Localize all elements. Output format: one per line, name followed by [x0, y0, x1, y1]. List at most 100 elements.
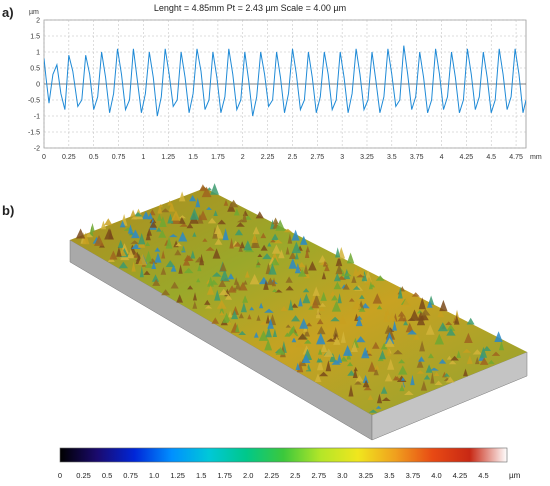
x-tick-label: 4.25	[460, 154, 474, 161]
surface-peak	[219, 310, 224, 316]
surface-peak	[186, 223, 194, 229]
surface-peak	[297, 333, 308, 340]
surface-peak	[240, 302, 247, 313]
surface-peak	[479, 346, 488, 358]
surface-peak	[407, 329, 418, 335]
surface-peak	[183, 267, 194, 274]
surface-peak	[479, 357, 489, 365]
surface-peak	[353, 366, 358, 372]
surface-peak	[260, 244, 268, 251]
surface-peak	[381, 397, 391, 401]
surface-peak	[196, 278, 201, 283]
surface-peak	[352, 266, 359, 276]
surface-peak	[306, 322, 313, 327]
surface-peak	[206, 187, 213, 191]
surface-peak	[446, 324, 456, 331]
colorbar-tick-label: 0.5	[102, 471, 112, 480]
surface-peak	[214, 289, 221, 301]
surface-peak	[416, 310, 423, 314]
surface-peak	[342, 283, 350, 290]
surface-peak	[400, 377, 406, 381]
y-tick-label: 0.5	[30, 66, 40, 73]
surface-peak	[89, 226, 94, 237]
colorbar-tick-label: 1.0	[149, 471, 159, 480]
surface-peak	[325, 360, 332, 372]
surface-peak	[181, 246, 185, 252]
surface-peak	[433, 371, 440, 376]
surface-peak	[249, 274, 260, 285]
surface-peak	[206, 285, 215, 295]
surface-peak	[275, 347, 286, 355]
surface-peak	[198, 210, 208, 221]
surface-peak	[178, 217, 186, 224]
surface-peak	[304, 339, 312, 344]
surface-peak	[331, 295, 339, 301]
surface-peak	[416, 370, 425, 374]
x-tick-label: 0.25	[62, 154, 76, 161]
surface-peak	[320, 343, 328, 352]
surface-peak	[343, 345, 353, 356]
surface-peak	[359, 294, 365, 299]
surface-peak	[256, 261, 261, 266]
surface-peak	[464, 332, 473, 343]
colorbar-unit: µm	[509, 471, 521, 480]
surface-peak	[104, 218, 113, 226]
surface-peak	[165, 236, 173, 249]
surface-peak	[252, 226, 260, 235]
surface-peak	[437, 322, 448, 332]
y-tick-label: 1	[36, 50, 40, 57]
surface-peak	[376, 393, 383, 404]
surface-peak	[109, 250, 118, 260]
surface-peak	[333, 281, 342, 290]
surface-peak	[350, 341, 358, 352]
surface-peak	[386, 345, 391, 356]
surface-peak	[192, 292, 197, 301]
surface-peak	[258, 330, 269, 341]
surface-peak	[384, 332, 395, 344]
surface-peak	[383, 310, 389, 322]
surface-peak	[143, 270, 151, 275]
surface-peak	[165, 260, 175, 267]
surface-peak	[398, 359, 406, 364]
x-tick-label: 4.75	[509, 154, 523, 161]
surface-peak	[463, 368, 468, 377]
surface-peak	[326, 338, 336, 342]
surface-peak	[335, 255, 343, 267]
surface-peak	[429, 367, 439, 371]
surface-peak	[348, 298, 355, 302]
plot-grid	[43, 19, 526, 149]
surface-peak	[159, 216, 167, 227]
x-tick-label: 3.5	[387, 154, 397, 161]
surface-peak	[375, 405, 382, 409]
surface-peak	[151, 261, 157, 269]
surface-peak	[284, 332, 291, 337]
surface-peak	[187, 285, 194, 290]
surface-peak	[475, 356, 480, 365]
surface-peak	[347, 361, 354, 367]
surface-peak	[319, 302, 326, 307]
colorbar-tick-label: 0.25	[76, 471, 91, 480]
surface-peak	[149, 209, 156, 216]
surface-peak	[411, 292, 420, 297]
surface-peak	[249, 306, 255, 311]
surface-peak	[399, 378, 405, 388]
surface-peak	[318, 306, 325, 311]
surface-peak	[260, 232, 267, 239]
surface-peak	[303, 264, 309, 275]
panel-a-label: a)	[2, 5, 14, 20]
surface-peak	[376, 305, 383, 310]
surface-peak	[271, 233, 279, 240]
surface-peak	[337, 293, 342, 304]
colorbar-tick-label: 4.0	[431, 471, 441, 480]
surface-peak	[233, 208, 240, 216]
surface-peak	[130, 209, 136, 218]
surface-peak	[145, 241, 151, 246]
surface-peak	[263, 279, 269, 290]
surface-peak	[270, 239, 276, 243]
surface-peak	[117, 239, 124, 248]
surface-peak	[384, 324, 393, 334]
surface-peak	[318, 348, 323, 355]
surface-peak	[272, 217, 279, 225]
surface-peak	[367, 394, 374, 400]
